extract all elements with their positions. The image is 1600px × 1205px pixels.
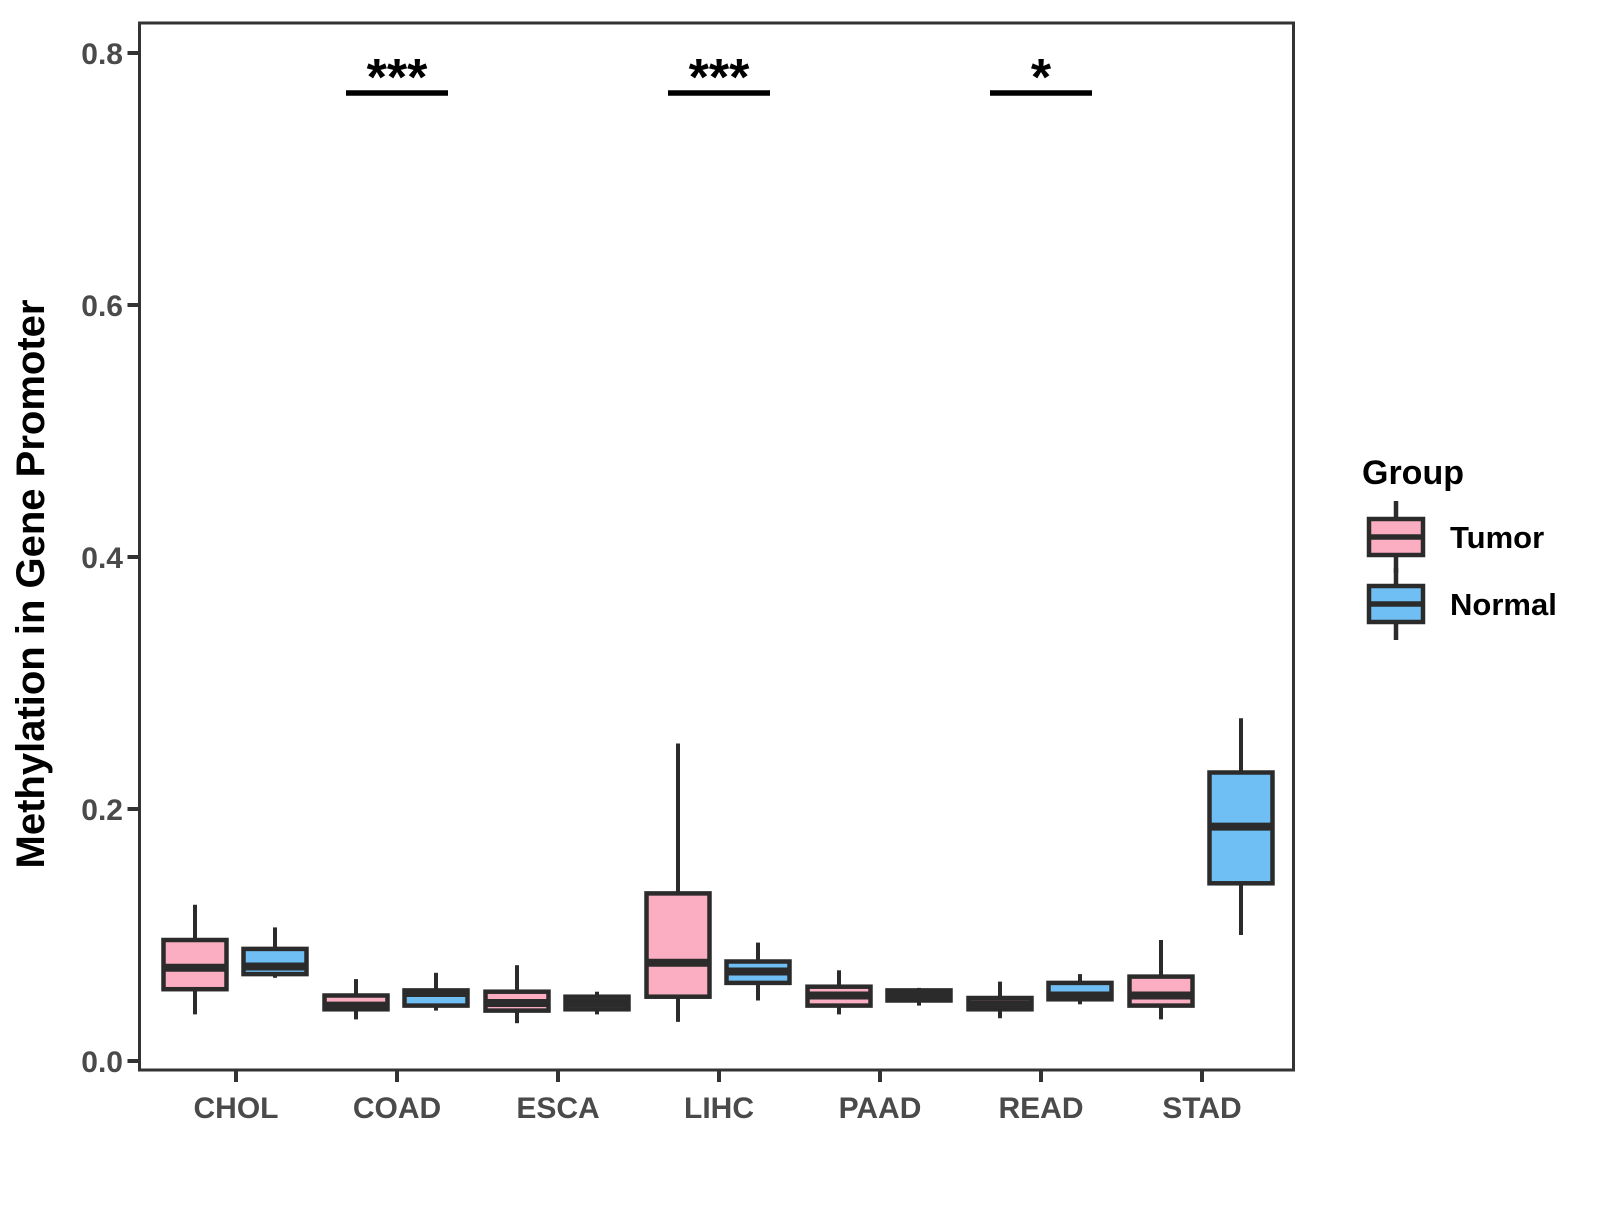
box-stad-tumor (1127, 940, 1195, 1020)
significance-read: * (990, 49, 1092, 107)
significance-annotations: *** *** * (346, 49, 1092, 107)
legend-label: Normal (1450, 587, 1557, 622)
significance-stars: *** (367, 49, 428, 107)
plot-panel-border (138, 21, 1295, 1072)
box-read-tumor (966, 981, 1034, 1019)
y-tick-label: 0.4 (81, 542, 123, 575)
significance-stars: *** (689, 49, 750, 107)
box-chol-normal (241, 927, 309, 978)
x-tick-label-paad: PAAD (839, 1092, 922, 1125)
x-tick-label-lihc: LIHC (684, 1092, 754, 1125)
x-tick-label-stad: STAD (1162, 1092, 1241, 1125)
y-tick-label: 0.8 (81, 38, 123, 71)
significance-stars: * (1031, 49, 1052, 107)
box-paad-normal (885, 987, 953, 1006)
y-tick-label: 0.0 (81, 1046, 123, 1079)
legend-title: Group (1362, 454, 1464, 492)
x-tick-label-coad: COAD (353, 1092, 441, 1125)
box-esca-normal (563, 991, 631, 1015)
iqr-box (644, 891, 712, 999)
legend: Group Tumor Normal (1362, 454, 1557, 640)
x-tick-label-chol: CHOL (194, 1092, 279, 1125)
box-chol-tumor (161, 904, 229, 1015)
y-tick-label: 0.2 (81, 794, 123, 827)
box-lihc-normal (724, 942, 792, 1001)
y-axis: 0.0 0.2 0.4 0.6 0.8 (81, 38, 140, 1079)
box-paad-tumor (805, 970, 873, 1015)
legend-item-normal: Normal (1366, 568, 1557, 640)
significance-coad: *** (346, 49, 448, 107)
box-coad-normal (402, 972, 470, 1011)
box-coad-tumor (322, 979, 390, 1020)
legend-label: Tumor (1450, 520, 1544, 555)
box-esca-tumor (483, 965, 551, 1024)
box-lihc-tumor (644, 743, 712, 1022)
box-stad-normal (1207, 718, 1275, 935)
x-axis: CHOL COAD ESCA LIHC PAAD READ STAD (194, 1070, 1242, 1125)
y-axis-title: Methylation in Gene Promoter (9, 300, 53, 869)
boxplot-series (161, 718, 1275, 1024)
iqr-box (1127, 974, 1195, 1008)
y-tick-label: 0.6 (81, 290, 123, 323)
significance-lihc: *** (668, 49, 770, 107)
box-read-normal (1046, 974, 1114, 1005)
x-tick-label-esca: ESCA (516, 1092, 599, 1125)
legend-items: Tumor Normal (1366, 501, 1557, 640)
legend-item-tumor: Tumor (1366, 501, 1544, 573)
x-tick-label-read: READ (998, 1092, 1083, 1125)
